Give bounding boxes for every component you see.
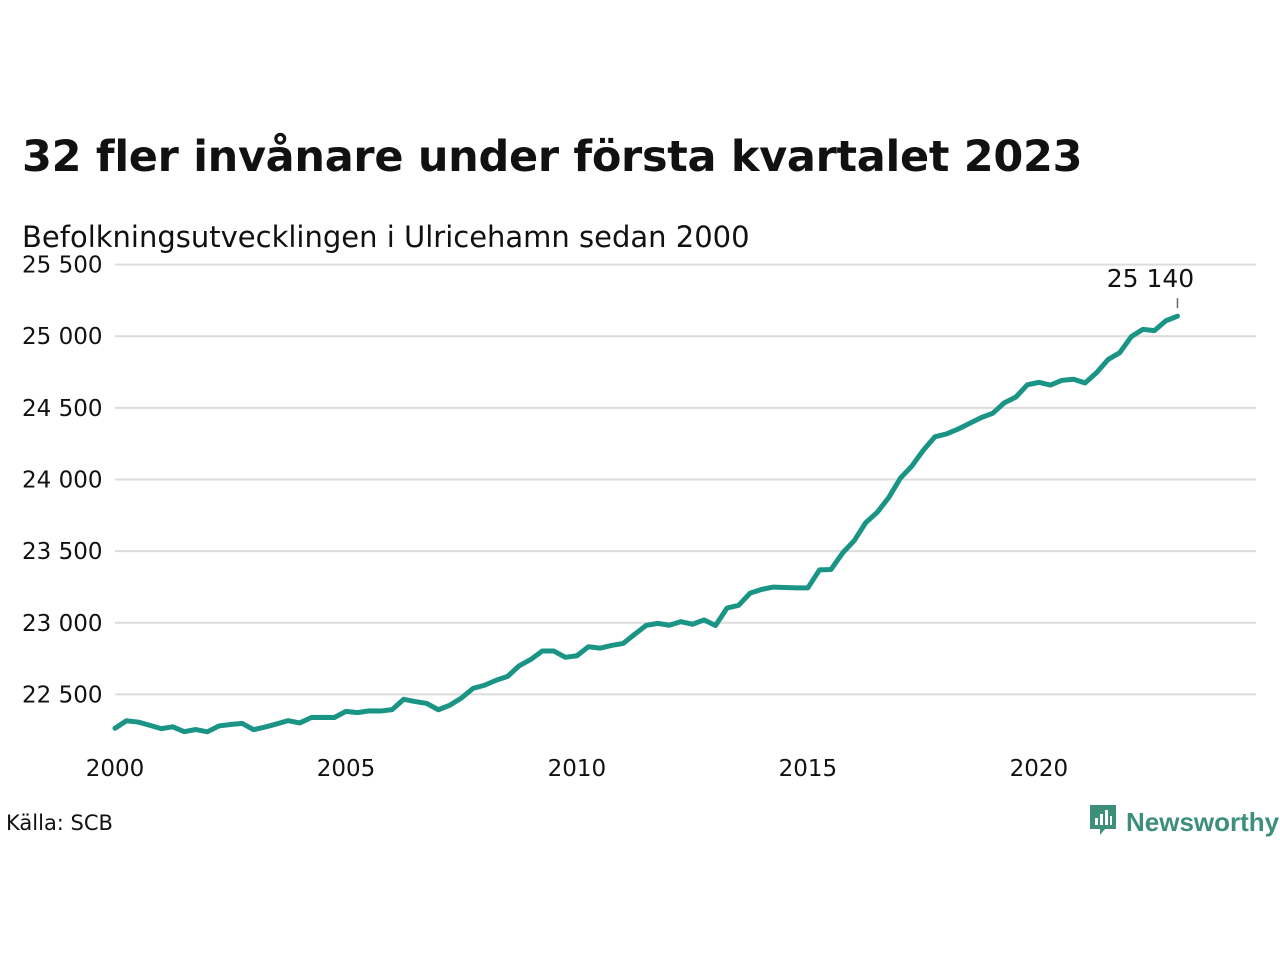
x-tick-label: 2005: [317, 756, 376, 782]
y-tick-label: 24 500: [22, 396, 102, 422]
source-note: Källa: SCB: [6, 811, 113, 835]
newsworthy-logo-icon: [1088, 803, 1118, 841]
y-tick-label: 25 500: [22, 253, 102, 279]
brand-name: Newsworthy: [1126, 806, 1280, 837]
chart-title: 32 fler invånare under första kvartalet …: [22, 132, 1083, 182]
population-line: [112, 313, 1180, 735]
y-tick-label: 24 000: [22, 468, 102, 494]
y-tick-label: 23 500: [22, 539, 102, 565]
last-value-label: 25 140: [1107, 264, 1194, 293]
x-tick-label: 2010: [548, 756, 607, 782]
y-axis-tick-labels: 22 500 23 000 23 500 24 000 24 500 25 000 25 5…: [22, 253, 102, 709]
y-tick-label: 23 000: [22, 611, 102, 637]
x-tick-label: 2000: [86, 756, 145, 782]
newsworthy-brand: Newsworthy: [1088, 803, 1279, 841]
gridlines: [115, 263, 1256, 696]
x-axis-tick-labels: 2000 2005 2010 2015 2020: [86, 756, 1068, 782]
y-tick-label: 22 500: [22, 682, 102, 708]
x-tick-label: 2015: [779, 756, 838, 782]
chart-subtitle: Befolkningsutvecklingen i Ulricehamn sed…: [22, 220, 750, 254]
x-tick-label: 2020: [1010, 756, 1069, 782]
y-tick-label: 25 000: [22, 324, 102, 350]
